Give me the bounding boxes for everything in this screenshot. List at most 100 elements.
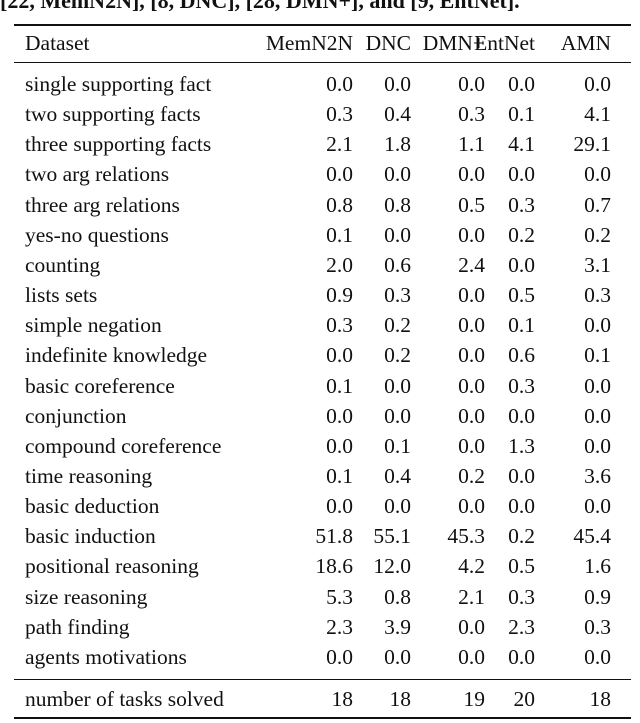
footer-label: number of tasks solved — [25, 687, 224, 711]
row-cell: 1.6 — [584, 554, 611, 579]
row-cell: 0.3 — [458, 102, 485, 127]
row-cell: 0.0 — [584, 403, 611, 428]
row-cell: 18.6 — [315, 554, 353, 579]
row-cell: 0.0 — [584, 433, 611, 458]
row-label: two arg relations — [25, 162, 170, 187]
row-cell: 4.2 — [458, 554, 485, 579]
row-label: basic deduction — [25, 494, 160, 519]
row-label: compound coreference — [25, 433, 222, 458]
mid-rule — [14, 679, 631, 680]
footer-cell: 18 — [589, 687, 612, 711]
row-cell: 0.0 — [384, 162, 411, 187]
row-cell: 2.3 — [508, 614, 535, 639]
row-cell: 0.0 — [384, 403, 411, 428]
row-cell: 0.3 — [584, 283, 611, 308]
table-row: basic coreference 0.1 0.0 0.0 0.3 0.0 — [0, 371, 640, 401]
row-cell: 0.1 — [384, 433, 411, 458]
table-row: basic induction 51.8 55.1 45.3 0.2 45.4 — [0, 521, 640, 551]
row-label: indefinite knowledge — [25, 343, 208, 368]
row-cell: 0.0 — [508, 403, 535, 428]
row-cell: 3.9 — [384, 614, 411, 639]
row-label: positional reasoning — [25, 554, 199, 579]
row-cell: 0.0 — [584, 494, 611, 519]
footer-row: number of tasks solved 18 18 19 20 18 — [0, 684, 640, 714]
table-row: three supporting facts 2.1 1.8 1.1 4.1 29.1 — [0, 129, 640, 159]
table-row: yes-no questions 0.1 0.0 0.0 0.2 0.2 — [0, 220, 640, 250]
row-label: agents motivations — [25, 644, 187, 669]
row-cell: 55.1 — [373, 524, 411, 549]
row-cell: 45.3 — [447, 524, 485, 549]
footer-cell: 19 — [463, 687, 486, 711]
row-label: time reasoning — [25, 463, 153, 488]
table-row: compound coreference 0.0 0.1 0.0 1.3 0.0 — [0, 431, 640, 461]
row-cell: 3.1 — [584, 252, 611, 277]
row-cell: 1.1 — [458, 132, 485, 157]
row-cell: 0.2 — [458, 463, 485, 488]
row-cell: 0.0 — [458, 644, 485, 669]
footer-cell: 20 — [513, 687, 536, 711]
row-cell: 0.0 — [458, 614, 485, 639]
row-label: single supporting fact — [25, 72, 212, 96]
header-cell: EntNet — [474, 31, 535, 55]
row-cell: 0.1 — [326, 463, 353, 488]
row-label: conjunction — [25, 403, 127, 428]
header-cell: DNC — [365, 31, 411, 55]
header-cell: AMN — [560, 31, 611, 55]
row-cell: 0.1 — [508, 313, 535, 338]
row-cell: 0.0 — [458, 433, 485, 458]
row-cell: 51.8 — [315, 524, 353, 549]
row-cell: 0.2 — [508, 524, 535, 549]
row-label: counting — [25, 252, 101, 277]
row-label: simple negation — [25, 313, 162, 338]
header-cell: MemN2N — [265, 31, 353, 55]
header-rule — [14, 62, 631, 63]
table-row: simple negation 0.3 0.2 0.0 0.1 0.0 — [0, 310, 640, 340]
row-cell: 4.1 — [584, 102, 611, 127]
row-cell: 0.0 — [584, 373, 611, 398]
row-cell: 0.0 — [508, 644, 535, 669]
row-cell: 0.0 — [584, 644, 611, 669]
row-cell: 5.3 — [326, 584, 353, 609]
row-cell: 0.1 — [584, 343, 611, 368]
row-cell: 0.3 — [384, 283, 411, 308]
row-cell: 3.6 — [584, 463, 611, 488]
row-cell: 0.2 — [508, 222, 535, 247]
row-cell: 0.4 — [384, 102, 411, 127]
row-cell: 0.0 — [458, 494, 485, 519]
row-cell: 0.3 — [508, 373, 535, 398]
row-cell: 0.5 — [508, 283, 535, 308]
row-cell: 0.0 — [508, 463, 535, 488]
row-cell: 2.1 — [326, 132, 353, 157]
row-label: yes-no questions — [25, 222, 169, 247]
table-row: single supporting fact 0.0 0.0 0.0 0.0 0.0 — [0, 69, 640, 99]
table-row: agents motivations 0.0 0.0 0.0 0.0 0.0 — [0, 642, 640, 672]
row-cell: 0.1 — [326, 373, 353, 398]
row-label: basic coreference — [25, 373, 175, 398]
row-cell: 0.0 — [584, 72, 611, 96]
table-row: positional reasoning 18.6 12.0 4.2 0.5 1.6 — [0, 551, 640, 581]
row-cell: 1.3 — [508, 433, 535, 458]
row-cell: 0.0 — [584, 162, 611, 187]
row-cell: 0.0 — [458, 373, 485, 398]
row-cell: 0.0 — [384, 222, 411, 247]
row-cell: 0.0 — [384, 644, 411, 669]
footer-cell: 18 — [389, 687, 412, 711]
row-cell: 2.4 — [458, 252, 485, 277]
row-cell: 0.6 — [384, 252, 411, 277]
row-cell: 0.0 — [584, 313, 611, 338]
row-cell: 0.0 — [508, 494, 535, 519]
row-cell: 0.5 — [458, 192, 485, 217]
row-label: path finding — [25, 614, 130, 639]
row-cell: 0.0 — [326, 162, 353, 187]
table-row: indefinite knowledge 0.0 0.2 0.0 0.6 0.1 — [0, 340, 640, 370]
row-cell: 0.0 — [384, 494, 411, 519]
row-cell: 0.8 — [384, 584, 411, 609]
row-cell: 0.9 — [584, 584, 611, 609]
row-label: basic induction — [25, 524, 156, 549]
row-cell: 0.1 — [326, 222, 353, 247]
row-cell: 45.4 — [573, 524, 611, 549]
table-row: two arg relations 0.0 0.0 0.0 0.0 0.0 — [0, 159, 640, 189]
row-cell: 0.3 — [508, 192, 535, 217]
bottom-rule — [14, 717, 631, 719]
row-cell: 2.0 — [326, 252, 353, 277]
